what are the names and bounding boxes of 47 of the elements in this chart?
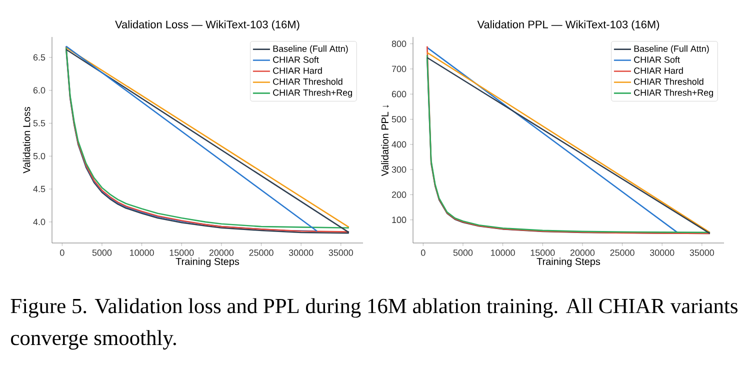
x-tick-label: 10000	[491, 250, 515, 256]
x-tick-label: 5000	[453, 250, 473, 256]
y-tick-label: 6.5	[33, 54, 46, 61]
y-tick-label: 300	[392, 166, 406, 173]
legend-label: CHIAR Thresh+Reg	[634, 89, 714, 98]
y-axis-title: Validation PPL ↓	[381, 105, 389, 176]
x-tick-label: 15000	[170, 250, 194, 256]
y-tick-label: 4.0	[33, 218, 46, 226]
legend-label: CHIAR Threshold	[634, 78, 704, 85]
legend-label: Baseline (Full Attn)	[634, 45, 709, 54]
legend-label: CHIAR Threshold	[273, 78, 342, 85]
y-tick-label: 4.5	[33, 186, 46, 192]
y-tick-label: 5.5	[33, 120, 46, 126]
chart-title: Validation Loss — WikiText-103 (16M)	[115, 20, 300, 30]
legend-label: CHIAR Hard	[634, 67, 683, 74]
x-tick-label: 25000	[610, 250, 634, 256]
x-tick-label: 30000	[650, 250, 674, 256]
legend-label: CHIAR Soft	[634, 56, 680, 63]
y-tick-label: 800	[392, 40, 406, 47]
x-tick-label: 35000	[690, 250, 714, 256]
legend-label: CHIAR Soft	[273, 56, 319, 63]
x-tick-label: 20000	[570, 250, 595, 256]
y-tick-label: 200	[392, 192, 406, 198]
x-tick-label: 0	[60, 250, 64, 256]
legend-label: CHIAR Thresh+Reg	[273, 89, 352, 98]
y-axis-title: Validation Loss	[22, 106, 30, 174]
x-tick-label: 35000	[328, 250, 354, 256]
y-tick-label: 5.0	[33, 152, 46, 160]
x-tick-label: 30000	[288, 250, 314, 256]
y-tick-label: 500	[392, 116, 406, 122]
x-tick-label: 15000	[530, 250, 555, 256]
x-tick-label: 20000	[209, 250, 234, 256]
x-axis-title: Training Steps	[176, 258, 240, 267]
y-tick-label: 700	[392, 66, 406, 72]
y-tick-label: 400	[392, 141, 406, 148]
chart-title: Validation PPL — WikiText-103 (16M)	[477, 20, 660, 30]
legend-label: Baseline (Full Attn)	[273, 45, 348, 54]
x-tick-label: 10000	[130, 250, 154, 256]
y-tick-label: 6.0	[33, 87, 46, 94]
y-tick-label: 100	[392, 216, 406, 224]
x-tick-label: 5000	[92, 250, 112, 256]
caption: Figure 5. Validation loss and PPL during 16M ablation training. All CHIAR variants converge smoothly.	[10, 298, 738, 350]
y-tick-label: 600	[392, 90, 406, 98]
x-tick-label: 25000	[249, 250, 274, 256]
x-tick-label: 0	[421, 250, 426, 256]
legend-label: CHIAR Hard	[273, 67, 322, 74]
x-axis-title: Training Steps	[536, 258, 600, 267]
